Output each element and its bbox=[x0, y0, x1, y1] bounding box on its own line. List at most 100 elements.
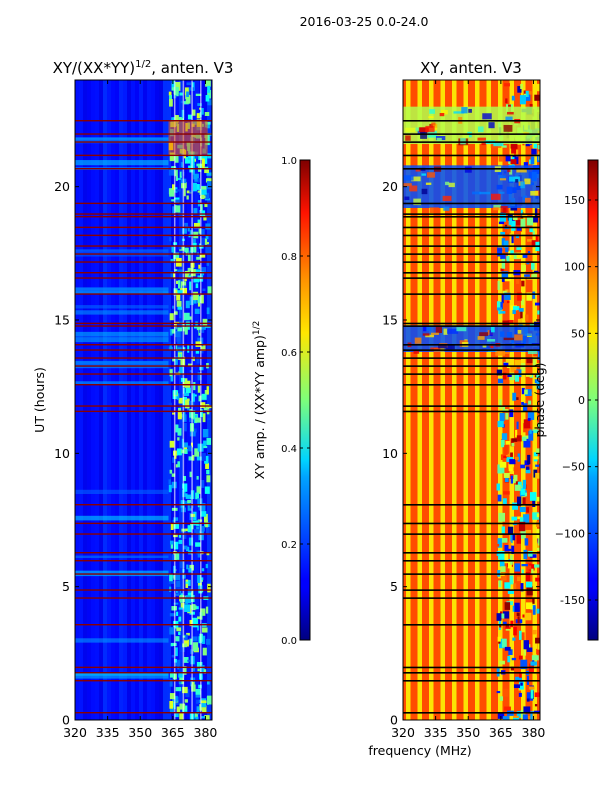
left-rfi-cell bbox=[203, 445, 208, 449]
right-rfi-cell bbox=[537, 352, 540, 360]
right-band-cell bbox=[424, 326, 432, 332]
left-rfi-cell bbox=[207, 418, 211, 421]
right-rfi-cell bbox=[497, 538, 503, 548]
left-rfi-cell bbox=[201, 635, 206, 644]
right-band-cell bbox=[428, 116, 434, 119]
left-channel-stripe bbox=[123, 80, 127, 720]
left-rfi-cell bbox=[175, 647, 178, 657]
left-rfi-cell bbox=[179, 92, 183, 96]
colorbar-tick-label: 50 bbox=[571, 327, 585, 340]
left-rfi-cell bbox=[189, 638, 193, 645]
right-rfi-cell bbox=[533, 456, 539, 460]
right-rfi-cell bbox=[501, 258, 506, 269]
right-rfi-cell bbox=[508, 649, 513, 656]
right-rfi-cell bbox=[520, 709, 524, 719]
right-phase-stripe bbox=[429, 80, 434, 720]
left-rfi-cell bbox=[183, 312, 190, 321]
right-rfi-cell bbox=[521, 280, 525, 287]
right-rfi-cell bbox=[504, 445, 508, 455]
right-rfi-cell bbox=[512, 215, 518, 221]
right-rfi-cell bbox=[497, 420, 504, 428]
left-flagged-row bbox=[75, 666, 212, 669]
x-tick-label: 365 bbox=[161, 725, 185, 740]
right-rfi-cell bbox=[514, 359, 521, 367]
left-rfi-cell bbox=[205, 178, 210, 183]
left-rfi-cell bbox=[187, 275, 192, 279]
left-rfi-cell bbox=[172, 457, 176, 463]
right-rfi-cell bbox=[521, 569, 524, 575]
right-rfi-cell bbox=[507, 243, 510, 247]
right-flagged-row bbox=[403, 573, 540, 575]
left-rfi-cell bbox=[194, 448, 200, 457]
left-rfi-cell bbox=[203, 215, 207, 221]
left-rfi-cell bbox=[184, 500, 190, 505]
right-flagged-row bbox=[403, 533, 540, 535]
right-rfi-cell bbox=[503, 472, 510, 478]
right-band-cell bbox=[488, 122, 495, 129]
left-channel-stripe bbox=[91, 80, 95, 720]
right-flagged-row bbox=[403, 141, 540, 143]
right-rfi-cell bbox=[523, 419, 531, 429]
right-rfi-cell bbox=[520, 659, 528, 670]
left-flagged-row bbox=[75, 154, 212, 157]
right-rfi-cell bbox=[504, 292, 511, 300]
left-flagged-row bbox=[75, 533, 212, 535]
left-rfi-cell bbox=[176, 627, 182, 632]
right-rfi-cell bbox=[520, 83, 523, 90]
left-rfi-cell bbox=[169, 313, 174, 321]
left-rfi-cell bbox=[171, 554, 175, 561]
right-rfi-cell bbox=[499, 461, 507, 468]
right-band-cell bbox=[517, 329, 522, 334]
left-rfi-cell bbox=[196, 356, 200, 364]
left-rfi-cell bbox=[174, 573, 181, 581]
left-rfi-cell bbox=[200, 402, 206, 408]
right-flagged-row bbox=[403, 357, 540, 359]
right-flagged-row bbox=[403, 712, 540, 714]
right-band-cell bbox=[446, 344, 455, 350]
right-rfi-cell bbox=[507, 590, 514, 594]
left-rfi-cell bbox=[198, 228, 202, 234]
right-rfi-cell bbox=[536, 648, 540, 655]
left-rfi-cell bbox=[174, 311, 178, 315]
left-time-band bbox=[75, 555, 169, 559]
right-flagged-row bbox=[403, 680, 540, 682]
right-rfi-cell bbox=[528, 550, 533, 557]
right-rfi-cell bbox=[523, 640, 530, 650]
right-rfi-cell bbox=[509, 459, 516, 465]
left-rfi-cell bbox=[204, 112, 210, 117]
right-rfi-cell bbox=[510, 555, 513, 565]
right-rfi-cell bbox=[504, 706, 511, 711]
x-tick-label: 380 bbox=[194, 725, 218, 740]
right-flagged-row bbox=[403, 504, 540, 506]
left-flagged-row bbox=[75, 365, 212, 367]
right-rfi-cell bbox=[497, 712, 505, 719]
right-rfi-cell bbox=[501, 638, 507, 648]
left-rfi-cell bbox=[191, 163, 195, 168]
right-rfi-cell bbox=[511, 145, 518, 154]
left-flagged-row bbox=[75, 552, 212, 554]
right-rfi-cell bbox=[536, 667, 540, 676]
left-channel-stripe bbox=[83, 80, 87, 720]
left-rfi-cell bbox=[177, 461, 180, 468]
left-rfi-cell bbox=[170, 376, 174, 382]
left-rfi-cell bbox=[192, 642, 199, 652]
right-rfi-cell bbox=[523, 435, 530, 443]
left-rfi-cell bbox=[170, 271, 173, 279]
left-rfi-cell bbox=[187, 345, 190, 353]
left-rfi-cell bbox=[179, 245, 185, 251]
right-band-cell bbox=[429, 207, 439, 214]
left-time-band bbox=[75, 249, 169, 252]
right-rfi-cell bbox=[526, 357, 533, 364]
right-rfi-cell bbox=[512, 534, 516, 541]
right-band-cell bbox=[422, 333, 430, 336]
left-rfi-cell bbox=[177, 306, 182, 310]
right-rfi-cell bbox=[532, 598, 535, 604]
right-xlabel: frequency (MHz) bbox=[368, 743, 471, 758]
right-rfi-cell bbox=[514, 484, 521, 491]
right-rfi-cell bbox=[537, 310, 540, 315]
left-rfi-cell bbox=[192, 617, 198, 623]
right-flagged-row bbox=[403, 253, 540, 255]
right-rfi-cell bbox=[516, 277, 520, 284]
right-rfi-cell bbox=[536, 496, 540, 502]
